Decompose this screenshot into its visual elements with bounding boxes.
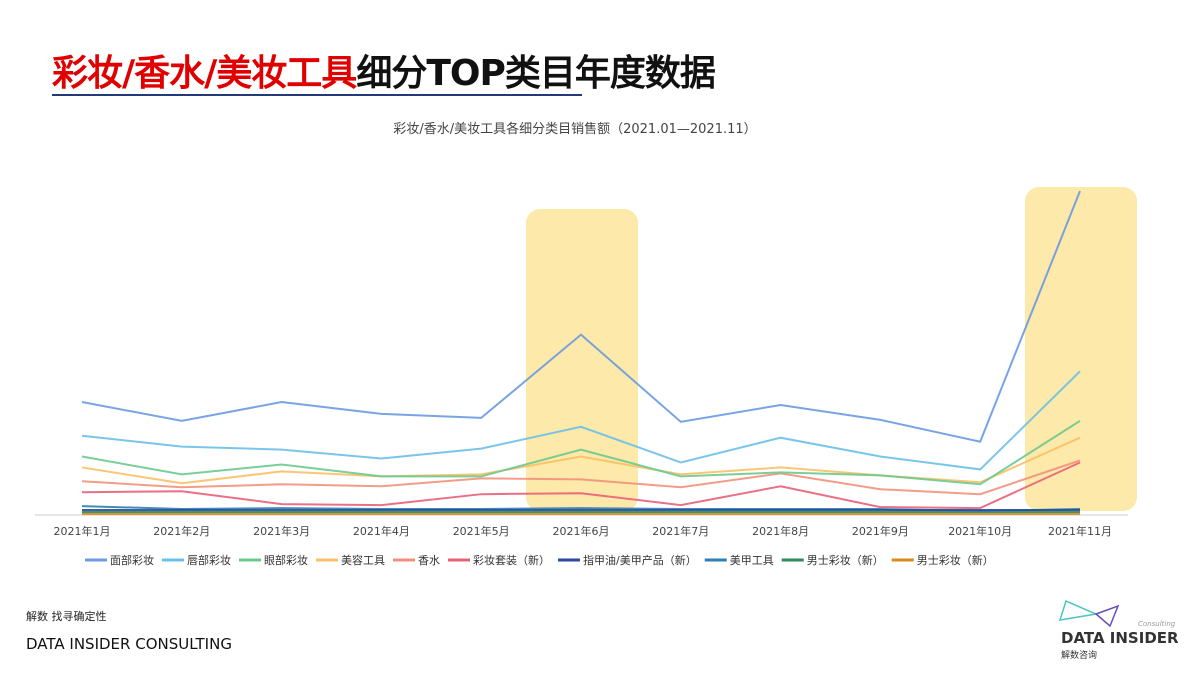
x-tick-label: 2021年5月	[453, 524, 510, 538]
x-tick-label: 2021年8月	[752, 524, 809, 538]
logo-mark-icon	[1058, 599, 1120, 628]
legend-label: 彩妆套装（新）	[473, 553, 550, 567]
x-tick-label: 2021年9月	[852, 524, 909, 538]
logo-cn: 解数咨询	[1061, 651, 1098, 661]
x-tick-label: 2021年6月	[553, 524, 610, 538]
series-line	[81, 420, 1081, 486]
legend-label: 指甲油/美甲产品（新）	[583, 553, 697, 567]
legend-label: 美甲工具	[730, 554, 774, 567]
logo-consulting: Consulting	[1138, 620, 1176, 628]
tagline: 解数 找寻确定性	[26, 610, 107, 623]
highlight-band	[1025, 187, 1137, 511]
x-tick-label: 2021年2月	[153, 524, 210, 538]
series-line	[81, 461, 1081, 510]
legend-label: 眼部彩妆	[264, 553, 308, 567]
series-line	[81, 190, 1081, 443]
series-line	[81, 370, 1081, 471]
company-name: DATA INSIDER CONSULTING	[26, 635, 232, 653]
x-tick-label: 2021年7月	[652, 524, 709, 538]
line-chart: 2021年1月 2021年2月 2021年3月 2021年4月 2021年5月 2021年…	[35, 187, 1137, 567]
logo: Consulting DATA INSIDER 解数咨询	[1058, 598, 1183, 663]
x-tick-label: 2021年10月	[948, 524, 1012, 538]
legend-label: 面部彩妆	[110, 553, 154, 567]
x-tick-label: 2021年3月	[253, 524, 310, 538]
title-red: 彩妆/香水/美妆工具	[52, 53, 357, 94]
x-tick-label: 2021年4月	[353, 524, 410, 538]
x-tick-label: 2021年11月	[1048, 524, 1112, 538]
title-black: 细分TOP类目年度数据	[356, 53, 716, 94]
legend-label: 美容工具	[341, 553, 385, 567]
series-line	[81, 459, 1081, 496]
legend-label: 男士彩妆（新）	[807, 553, 884, 567]
title-underline	[52, 94, 582, 96]
highlight-band	[526, 209, 638, 511]
page-title: 彩妆/香水/美妆工具细分TOP类目年度数据	[52, 44, 716, 96]
legend-label: 香水	[418, 554, 440, 567]
legend-label: 唇部彩妆	[187, 553, 231, 567]
legend-label: 男士彩妆（新）	[917, 553, 994, 567]
chart-title: 彩妆/香水/美妆工具各细分类目销售额（2021.01—2021.11）	[393, 122, 757, 137]
logo-en: DATA INSIDER	[1061, 629, 1179, 647]
x-tick-label: 2021年1月	[54, 524, 111, 538]
